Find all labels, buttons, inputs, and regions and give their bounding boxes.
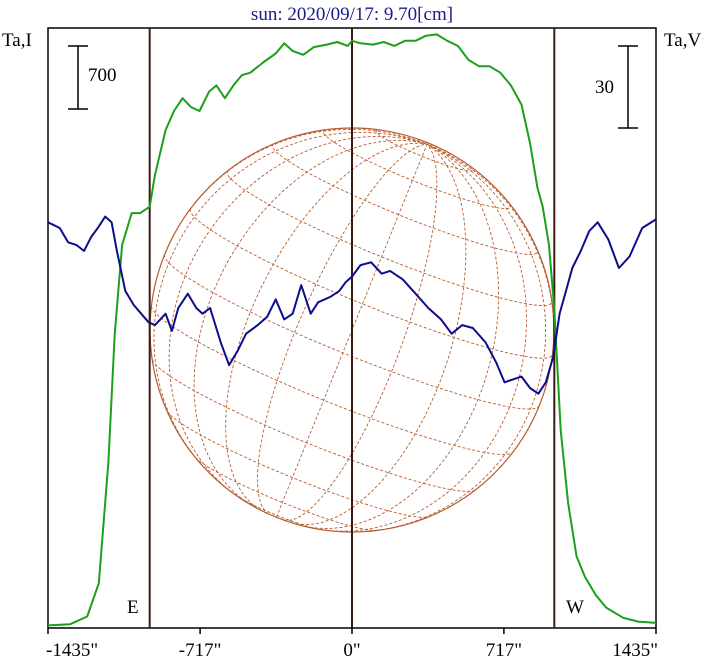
x-tick-label: 0" (343, 640, 360, 661)
grid-meridian (193, 139, 428, 505)
x-tick-label: -1435" (46, 640, 98, 661)
left-scale-value: 700 (88, 65, 117, 86)
x-tick-label: 717" (486, 640, 522, 661)
grid-meridian (366, 143, 547, 532)
grid-meridian (275, 143, 428, 518)
right-scale-bar: 30 (595, 45, 638, 129)
grid-meridian (304, 143, 500, 529)
grid-parallel (272, 143, 539, 255)
grid-parallel (236, 495, 321, 530)
left-axis-label: Ta,I (2, 30, 32, 51)
series-line-I (47, 33, 657, 627)
grid-parallel (164, 254, 540, 410)
right-axis-label: Ta,V (664, 30, 701, 51)
grid-parallel (151, 359, 476, 492)
x-axis-ticks: -1435" -717" 0" 717" 1435" (46, 628, 658, 661)
x-tick-label: -717" (179, 640, 222, 661)
vertical-reference-lines (148, 28, 556, 628)
grid-meridian (153, 131, 428, 466)
grid-parallel (150, 306, 514, 455)
chart-title: sun: 2020/09/17: 9.70[cm] (251, 4, 453, 25)
east-limb-label: E (127, 597, 139, 618)
grid-parallel (322, 129, 512, 209)
grid-meridian (225, 142, 428, 512)
grid-meridian (283, 143, 438, 521)
x-tick-label: 1435" (612, 640, 658, 661)
solar-disk-grid (149, 127, 555, 533)
west-limb-label: W (566, 597, 584, 618)
grid-parallel (194, 457, 377, 531)
series-layer (47, 33, 657, 627)
grid-parallel (166, 410, 429, 518)
left-scale-bar: 700 (68, 45, 117, 110)
grid-parallel (375, 129, 474, 172)
series-line-V (47, 215, 657, 395)
grid-meridian (168, 135, 428, 496)
grid-meridian (291, 143, 467, 526)
right-scale-value: 30 (595, 77, 614, 98)
grid-meridian (257, 143, 428, 515)
